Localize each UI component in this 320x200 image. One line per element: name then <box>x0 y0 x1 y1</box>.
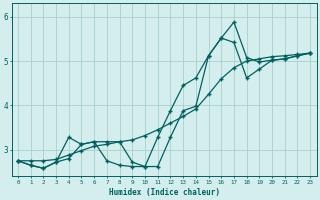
X-axis label: Humidex (Indice chaleur): Humidex (Indice chaleur) <box>108 188 220 197</box>
